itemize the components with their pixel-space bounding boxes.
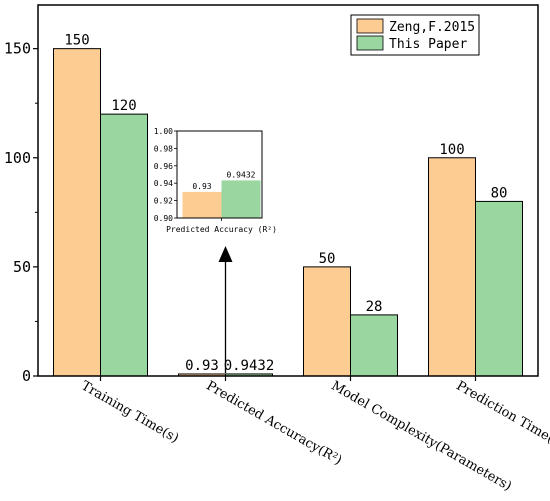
bar-value-label: 80: [491, 185, 508, 201]
legend-label: This Paper: [389, 37, 467, 52]
plot-frame: [37, 4, 539, 377]
category-label: Training Time(s): [79, 378, 182, 446]
legend-label: Zeng,F.2015: [389, 20, 475, 35]
y-tick-label: 0: [22, 367, 31, 385]
inset-y-tick-label: 1.00: [154, 127, 173, 136]
inset-bar-this-paper: [221, 180, 261, 218]
bar-this-paper-3: [475, 200, 523, 377]
y-tick-label: 150: [4, 40, 31, 58]
y-tick-label: 50: [13, 258, 31, 276]
bar-value-label: 120: [111, 98, 136, 114]
inset-bar-value-label: 0.9432: [227, 170, 256, 179]
inset-y-tick-label: 0.90: [154, 214, 173, 223]
bar-value-label: 100: [439, 142, 464, 158]
inset-frame: [176, 130, 263, 219]
inset-bar-zeng: [182, 191, 222, 218]
inset-y-tick-label: 0.94: [154, 179, 173, 188]
bar-zeng-0: [53, 48, 101, 377]
bar-value-label: 0.9432: [224, 358, 275, 374]
bar-this-paper-0: [100, 113, 148, 377]
inset-y-tick-label: 0.98: [154, 144, 173, 153]
category-label: Predicted Accuracy(R²): [204, 378, 345, 468]
arrow-head: [218, 246, 233, 262]
bar-zeng-3: [428, 157, 476, 377]
bar-this-paper-2: [350, 314, 398, 377]
inset-y-tick-label: 0.96: [154, 162, 173, 171]
bar-zeng-2: [303, 266, 351, 377]
legend-swatch: [356, 18, 384, 34]
legend-swatch: [356, 35, 384, 51]
y-tick-label: 100: [4, 149, 31, 167]
bar-value-label: 28: [366, 299, 383, 315]
bar-value-label: 50: [319, 251, 336, 267]
bar-value-label: 0.93: [185, 358, 219, 374]
bar-value-label: 150: [64, 33, 89, 49]
inset-y-tick-label: 0.92: [154, 197, 173, 206]
category-label: Prediction Time(ms): [454, 378, 550, 458]
inset-bar-value-label: 0.93: [192, 182, 211, 191]
inset-x-label: Predicted Accuracy (R²): [166, 225, 277, 234]
